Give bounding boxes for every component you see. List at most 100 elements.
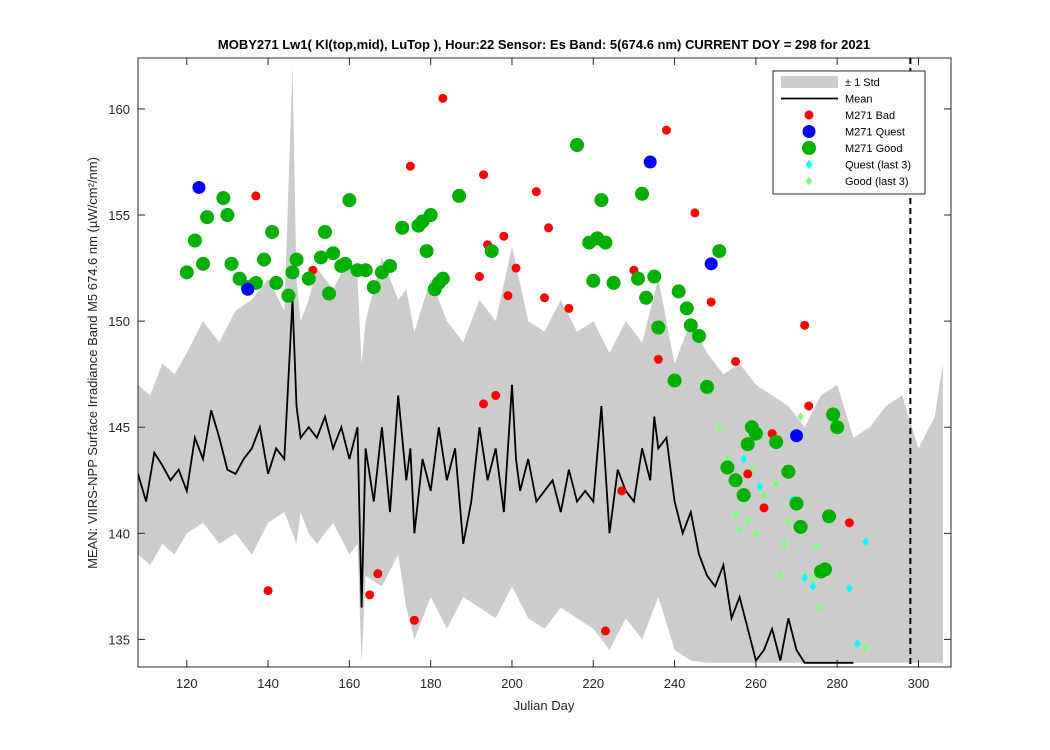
good-point [196, 256, 211, 271]
good-point [728, 473, 743, 488]
bad-points [226, 93, 854, 636]
good-point [671, 284, 686, 299]
bad-point [743, 469, 753, 479]
legend-label: M271 Bad [845, 110, 895, 122]
good-point [317, 225, 332, 239]
bad-point [564, 303, 574, 313]
bad-point [438, 93, 448, 103]
legend-label: M271 Quest [845, 127, 905, 139]
good-point [606, 275, 621, 290]
y-tick-label: 155 [108, 208, 130, 223]
good-point [712, 244, 727, 259]
quest-last3-point [801, 573, 809, 583]
good-point [748, 426, 763, 441]
good-last3-point [797, 412, 804, 422]
bad-point [544, 223, 554, 233]
bad-point [474, 272, 484, 282]
bad-point [365, 590, 375, 600]
bad-point [731, 356, 741, 366]
quest-point [192, 180, 206, 194]
good-point [281, 288, 296, 303]
good-point [224, 256, 239, 271]
quest-point [643, 155, 657, 169]
bad-point [479, 170, 489, 180]
good-point [366, 280, 381, 295]
plot-frame [137, 57, 952, 668]
good-point [598, 235, 613, 250]
good-point [301, 271, 316, 286]
bad-point [661, 125, 671, 135]
legend-quest-last3-swatch [805, 160, 813, 169]
bad-point [251, 191, 261, 201]
good-point [691, 328, 706, 343]
quest-point [704, 257, 718, 271]
good-last3-point [862, 643, 870, 653]
good-point [720, 460, 735, 475]
bad-point [706, 297, 716, 307]
legend-label: Mean [845, 94, 873, 106]
good-point [358, 263, 373, 278]
bad-point [263, 586, 273, 596]
good-point [220, 208, 235, 223]
good-last3-point [813, 541, 821, 551]
good-point [200, 210, 215, 225]
bad-point [804, 401, 814, 411]
good-point [285, 265, 300, 280]
good-point [322, 286, 337, 301]
good-point [736, 488, 751, 503]
quest-last3-point [756, 482, 764, 492]
legend-label: M271 Good [845, 143, 902, 155]
good-point [452, 188, 467, 203]
good-point [630, 271, 645, 286]
good-point [342, 193, 357, 208]
good-last3-point [809, 573, 817, 583]
good-point [793, 519, 808, 534]
good-point [822, 509, 837, 524]
quest-points [192, 155, 804, 443]
legend: ± 1 Std Mean M271 Bad M271 Quest M271 Good Qu… [772, 70, 926, 195]
good-last3-point [785, 516, 792, 526]
good-point [700, 379, 715, 394]
legend-label: Good (last 3) [845, 176, 909, 188]
x-tick-label: 140 [257, 676, 279, 691]
good-point [639, 290, 654, 305]
good-point [187, 233, 202, 248]
good-point [257, 252, 272, 267]
x-tick-label: 300 [908, 676, 930, 691]
plot-area [138, 58, 943, 667]
good-last3-point [760, 490, 768, 500]
good-last3-point [772, 480, 780, 490]
bad-point [499, 231, 509, 241]
bad-point [503, 291, 513, 301]
bad-point [600, 626, 610, 636]
x-axis-label: Julian Day [514, 698, 575, 713]
good-point [667, 373, 682, 388]
good-point [216, 191, 231, 206]
good-point [435, 271, 450, 286]
x-tick-label: 180 [420, 676, 442, 691]
quest-last3-point [862, 537, 870, 547]
y-tick-label: 140 [108, 526, 130, 541]
good-point [683, 318, 698, 333]
legend-good-swatch [802, 141, 816, 155]
good-point [570, 138, 585, 152]
good-point [179, 265, 194, 280]
good-point [651, 320, 666, 335]
bad-point [540, 293, 549, 303]
x-tick-label: 260 [745, 676, 767, 691]
good-point [289, 252, 304, 267]
good-point [781, 464, 796, 479]
good-point [769, 435, 784, 450]
x-tick-label: 160 [339, 676, 361, 691]
legend-label: ± 1 Std [845, 77, 880, 89]
y-axis-label: MEAN: VIIRS-NPP Surface Irradiance Band … [85, 157, 100, 569]
std-band-area [138, 66, 943, 663]
good-point [830, 420, 845, 435]
y-tick-label: 160 [108, 102, 130, 117]
good-point [395, 220, 410, 235]
good-point [383, 258, 398, 273]
good-point [826, 407, 841, 422]
quest-last3-point [846, 583, 853, 593]
good-last3-point [732, 509, 739, 519]
